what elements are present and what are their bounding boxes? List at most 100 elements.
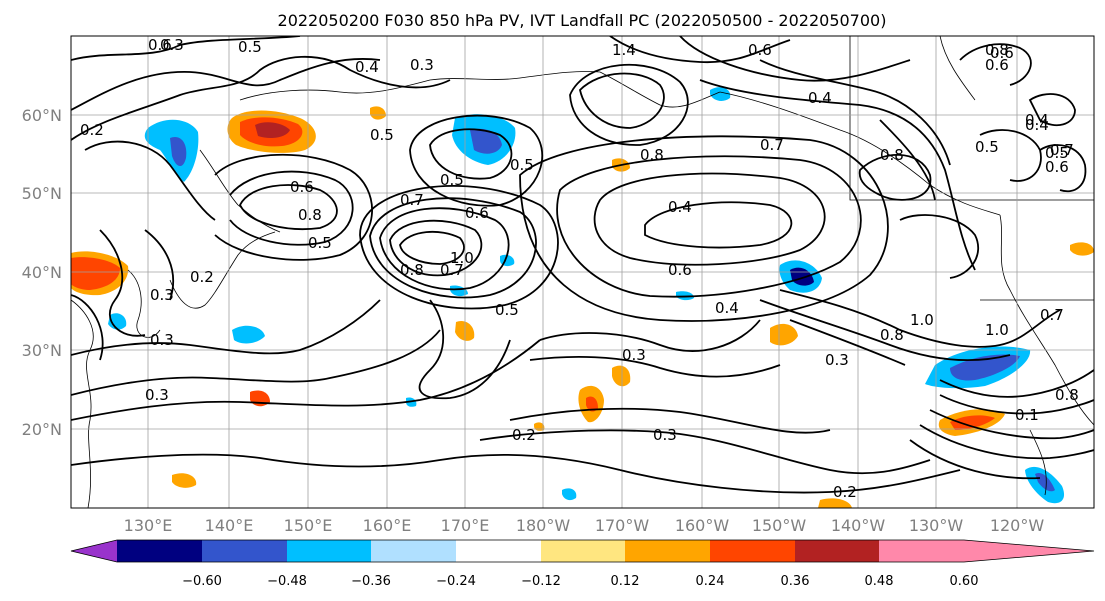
contour-label: 0.8 bbox=[1055, 386, 1079, 404]
contour-label: 0.7 bbox=[760, 136, 784, 154]
contour-label: 0.2 bbox=[833, 483, 857, 501]
contour-label: 0.5 bbox=[370, 126, 394, 144]
contour-label: 0.6 bbox=[748, 41, 772, 59]
lon-label: 150°W bbox=[752, 516, 807, 535]
contour-label: 0.5 bbox=[308, 234, 332, 252]
longitude-labels: 130°E 140°E 150°E 160°E 170°E 180°W 170°… bbox=[124, 516, 1045, 535]
colorbar-tick-label: −0.60 bbox=[182, 574, 222, 589]
contour-label: 0.5 bbox=[238, 38, 262, 56]
contour-label: 0.6 bbox=[990, 44, 1014, 62]
lon-label: 120°W bbox=[990, 516, 1045, 535]
colorbar: −0.60 −0.48 −0.36 −0.24 −0.12 0.12 0.24 … bbox=[70, 539, 1095, 589]
lon-label: 160°W bbox=[675, 516, 730, 535]
map-panel: 0.6 0.5 0.4 0.3 1.4 0.6 0.8 0.6 0.2 0.3 … bbox=[71, 36, 1094, 508]
contour-label: 0.4 bbox=[1025, 111, 1049, 129]
lon-label: 130°E bbox=[124, 516, 173, 535]
latitude-labels: 20°N 30°N 40°N 50°N 60°N bbox=[22, 106, 62, 439]
contour-label: 1.4 bbox=[612, 41, 636, 59]
lon-label: 180°W bbox=[516, 516, 571, 535]
contour-label: 0.5 bbox=[440, 171, 464, 189]
contour-label: 0.7 bbox=[440, 261, 464, 279]
contour-label: 0.6 bbox=[1045, 158, 1069, 176]
contour-label: 0.8 bbox=[400, 261, 424, 279]
lon-label: 140°W bbox=[831, 516, 886, 535]
colorbar-extend-low bbox=[71, 540, 117, 562]
map-frame bbox=[70, 35, 1095, 509]
contour-label: 0.4 bbox=[715, 299, 739, 317]
colorbar-segment bbox=[456, 540, 541, 562]
colorbar-outline bbox=[70, 539, 1095, 563]
contour-label: 0.6 bbox=[985, 56, 1009, 74]
lon-label: 150°E bbox=[284, 516, 333, 535]
colorbar-tick-label: −0.48 bbox=[267, 574, 307, 589]
contour-label: 0.2 bbox=[512, 426, 536, 444]
contour-label: 0.3 bbox=[145, 386, 169, 404]
contour-label: 0.4 bbox=[1025, 116, 1049, 134]
contour-labels: 0.6 0.5 0.4 0.3 1.4 0.6 0.8 0.6 0.2 0.3 … bbox=[80, 36, 1079, 501]
contour-label: 0.3 bbox=[410, 56, 434, 74]
contour-label: 0.3 bbox=[825, 351, 849, 369]
contour-label: 0.8 bbox=[298, 206, 322, 224]
contour-label: 0.5 bbox=[1045, 144, 1069, 162]
contour-label: 0.8 bbox=[880, 326, 904, 344]
contour-label: 0.3 bbox=[622, 346, 646, 364]
lon-label: 170°E bbox=[441, 516, 490, 535]
colorbar-tick-label: −0.12 bbox=[521, 574, 561, 589]
colorbar-segment bbox=[541, 540, 625, 562]
contour-label: 0.3 bbox=[160, 36, 184, 54]
contour-label: 0.6 bbox=[290, 178, 314, 196]
colorbar-tick-label: 0.48 bbox=[865, 574, 894, 589]
contour-label: 0.2 bbox=[80, 121, 104, 139]
contour-label: 1.0 bbox=[450, 249, 474, 267]
contour-label: 0.3 bbox=[150, 331, 174, 349]
colorbar-tick-label: 0.36 bbox=[781, 574, 810, 589]
contour-label: 0.5 bbox=[510, 156, 534, 174]
lat-label: 30°N bbox=[22, 341, 62, 360]
colorbar-tick-label: 0.60 bbox=[950, 574, 979, 589]
contour-label: 0.8 bbox=[640, 146, 664, 164]
lat-label: 60°N bbox=[22, 106, 62, 125]
colorbar-extend-high bbox=[964, 540, 1094, 562]
colorbar-segment bbox=[117, 540, 202, 562]
colorbar-segment bbox=[625, 540, 710, 562]
contour-label: 0.3 bbox=[653, 426, 677, 444]
lon-label: 170°W bbox=[595, 516, 650, 535]
contour-label: 0.6 bbox=[465, 204, 489, 222]
colorbar-segment bbox=[202, 540, 287, 562]
colorbar-tick-label: 0.12 bbox=[611, 574, 640, 589]
contour-label: 1.0 bbox=[910, 311, 934, 329]
lat-label: 20°N bbox=[22, 420, 62, 439]
colorbar-segment bbox=[287, 540, 371, 562]
contour-label: 0.4 bbox=[808, 89, 832, 107]
contour-label: 0.5 bbox=[975, 138, 999, 156]
lon-label: 140°E bbox=[205, 516, 254, 535]
contour-label: 0.4 bbox=[355, 58, 379, 76]
lat-label: 50°N bbox=[22, 184, 62, 203]
contour-label: 0.2 bbox=[190, 268, 214, 286]
contour-label: 0.7 bbox=[1040, 306, 1064, 324]
contour-label: 0.7 bbox=[400, 191, 424, 209]
lon-label: 160°E bbox=[363, 516, 412, 535]
colorbar-tick-label: 0.24 bbox=[696, 574, 725, 589]
contour-label: 0.6 bbox=[148, 36, 172, 54]
colorbar-segment bbox=[795, 540, 879, 562]
lat-label: 40°N bbox=[22, 263, 62, 282]
contour-label: 0.8 bbox=[880, 146, 904, 164]
coastlines bbox=[71, 36, 1094, 508]
contour-label: 0.4 bbox=[668, 198, 692, 216]
figure-title: 2022050200 F030 850 hPa PV, IVT Landfall… bbox=[278, 11, 887, 30]
colorbar-segment bbox=[879, 540, 964, 562]
contour-label: 0.1 bbox=[1015, 406, 1039, 424]
contour-label: 0.7 bbox=[1050, 141, 1074, 159]
lon-label: 130°W bbox=[909, 516, 964, 535]
colorbar-tick-label: −0.24 bbox=[436, 574, 476, 589]
colorbar-tick-label: −0.36 bbox=[351, 574, 391, 589]
pv-contours bbox=[71, 36, 1094, 494]
colorbar-segment bbox=[371, 540, 456, 562]
contour-label: 0.5 bbox=[495, 301, 519, 319]
colorbar-segment bbox=[710, 540, 795, 562]
contour-label: 1.0 bbox=[985, 321, 1009, 339]
contour-label: 0.8 bbox=[985, 41, 1009, 59]
graticule bbox=[71, 36, 1094, 508]
